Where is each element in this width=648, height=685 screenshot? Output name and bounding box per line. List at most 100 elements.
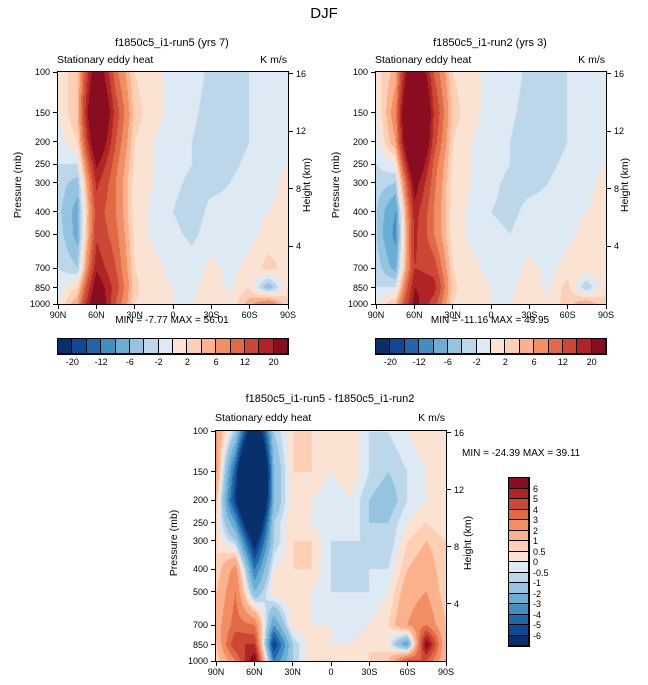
pressure-tick-mark (371, 303, 376, 305)
latitude-tick-mark (172, 304, 174, 309)
units-label: K m/s (260, 54, 287, 66)
field-label: Stationary eddy heat (375, 54, 472, 66)
colorbar-segment (158, 339, 173, 354)
colorbar-segment (509, 583, 529, 594)
latitude-tick-label: 90N (367, 310, 385, 320)
colorbar-segment (562, 339, 578, 354)
height-tick-label: 12 (296, 126, 307, 137)
colorbar-segment (509, 593, 529, 604)
latitude-tick-label: 30N (126, 310, 143, 320)
colorbar-tick-label: 2 (502, 357, 508, 367)
plot-area: 100 150 200 250 300 400 500 700 850 1000 16 12 8 4 90N… (188, 426, 464, 677)
pressure-tick-mark (371, 71, 376, 73)
latitude-tick-label: 30S (203, 310, 220, 320)
colorbar-tick-label: -20 (65, 357, 79, 367)
latitude-tick-mark (407, 661, 409, 666)
pressure-tick-label: 200 (352, 136, 368, 147)
latitude-tick-mark (57, 304, 59, 309)
latitude-tick-mark (567, 304, 569, 309)
latitude-tick-label: 90S (597, 310, 614, 320)
height-tick-label: 8 (296, 183, 302, 194)
pressure-tick-label: 1000 (29, 299, 50, 309)
pressure-tick-mark (53, 71, 58, 73)
subtitle-row: Stationary eddy heat K m/s (215, 412, 445, 424)
pressure-tick-mark (211, 471, 216, 472)
pressure-tick-mark (371, 211, 376, 213)
latitude-tick-label: 90S (279, 310, 296, 320)
colorbar-segment (404, 339, 420, 354)
colorbar-tick-label: -1 (533, 578, 542, 588)
subtitle-row: Stationary eddy heat K m/s (375, 54, 605, 66)
pressure-tick-label: 400 (352, 206, 368, 217)
latitude-tick-label: 90N (49, 310, 67, 320)
pressure-tick-label: 150 (34, 107, 50, 118)
height-tick-mark (606, 188, 611, 190)
pressure-tick-label: 1000 (347, 299, 368, 309)
height-tick-mark (288, 130, 293, 132)
pressure-tick-label: 100 (192, 426, 208, 436)
pressure-tick-mark (53, 287, 58, 289)
panel-title: f1850c5_i1-run5 (yrs 7) (115, 37, 229, 49)
field-label: Stationary eddy heat (215, 412, 312, 424)
colorbar-segment (144, 339, 159, 354)
pressure-tick-label: 850 (192, 639, 208, 650)
colorbar: -20 -12 -6 -2 2 6 12 20 (57, 338, 289, 367)
minmax-label: MIN = -11.16 MAX = 49.95 (430, 315, 550, 326)
pressure-tick-mark (211, 644, 216, 646)
height-tick-label: 4 (296, 241, 302, 252)
height-tick-mark (446, 603, 451, 605)
colorbar-tick-label: -2 (533, 588, 542, 599)
latitude-tick-label: 60N (88, 310, 105, 320)
latitude-tick-mark (605, 304, 607, 309)
colorbar-tick-label: 12 (557, 357, 568, 367)
colorbar-segment (509, 635, 529, 646)
colorbar-tick-label: -20 (383, 357, 397, 367)
pressure-tick-mark (371, 112, 376, 114)
contour-canvas (376, 72, 606, 304)
height-tick-label: 8 (454, 541, 460, 552)
colorbar-segment (519, 339, 535, 354)
field-label: Stationary eddy heat (57, 54, 154, 66)
colorbar-segment (390, 339, 405, 354)
colorbar-segment (244, 339, 260, 354)
pressure-tick-mark (53, 267, 58, 269)
pressure-tick-label: 500 (34, 229, 50, 240)
colorbar-segment (509, 499, 529, 510)
colorbar-tick-label: 2 (533, 525, 539, 536)
pressure-tick-label: 250 (352, 159, 368, 170)
height-tick-label: 12 (454, 484, 465, 495)
pressure-tick-mark (53, 211, 58, 213)
colorbar-segment (509, 625, 529, 636)
pressure-tick-label: 850 (34, 282, 50, 293)
latitude-tick-label: 90S (437, 667, 454, 677)
latitude-tick-label: 60S (241, 310, 258, 320)
height-tick-mark (446, 489, 451, 491)
colorbar-segment (577, 339, 592, 354)
pressure-tick-label: 300 (352, 177, 368, 188)
colorbar-segment (86, 339, 102, 354)
pressure-tick-label: 250 (192, 517, 208, 528)
colorbar-segment (509, 488, 529, 499)
colorbar-segment (591, 339, 606, 354)
colorbar: -20 -12 -6 -2 2 6 12 20 (375, 338, 607, 367)
latitude-tick-label: 30S (521, 310, 538, 320)
pressure-tick-label: 700 (192, 620, 208, 631)
height-tick-mark (606, 245, 611, 247)
colorbar-segment (419, 339, 434, 354)
colorbar-tick-label: -4 (533, 609, 542, 620)
colorbar-segment (259, 339, 274, 354)
latitude-tick-label: 60N (406, 310, 423, 320)
height-tick-label: 4 (454, 598, 460, 609)
pressure-tick-mark (211, 499, 216, 501)
pressure-tick-label: 500 (352, 229, 368, 240)
height-tick-label: 16 (614, 68, 625, 79)
colorbar-segment (230, 339, 245, 354)
colorbar-tick-label: -6 (125, 357, 134, 367)
pressure-tick-mark (371, 163, 376, 165)
pressure-tick-mark (211, 591, 216, 593)
colorbar-segment (509, 541, 529, 552)
latitude-tick-label: 30N (444, 310, 461, 320)
colorbar-tick-label: -0.5 (533, 567, 549, 578)
pressure-tick-mark (371, 233, 376, 235)
latitude-tick-label: 30N (284, 667, 301, 677)
